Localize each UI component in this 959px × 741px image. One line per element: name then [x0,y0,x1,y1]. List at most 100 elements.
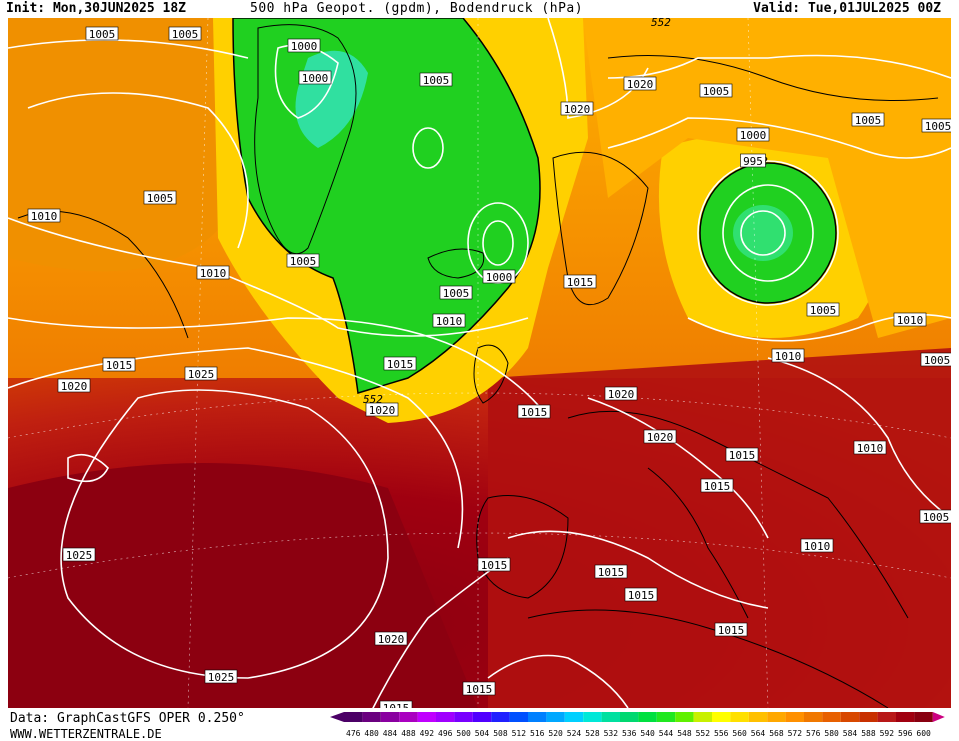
legend-level-label: 556 [714,729,729,738]
data-source: Data: GraphCastGFS OPER 0.250° [10,711,245,726]
legend-level-label: 516 [530,729,545,738]
pressure-label-text: 1010 [31,210,58,223]
legend-level-label: 588 [861,729,876,738]
pressure-label-text: 1020 [647,431,674,444]
legend-swatch [896,712,915,722]
pressure-label: 1005 [85,26,119,41]
legend-swatch [509,712,528,722]
pressure-label: 1015 [563,274,597,289]
legend-level-label: 572 [788,729,803,738]
pressure-label-text: 1015 [466,683,493,696]
valid-time: Valid: Tue,01JUL2025 00Z [753,1,941,16]
pressure-label: 1010 [853,440,887,455]
pressure-label-text: 1005 [89,28,116,41]
pressure-label: 1025 [62,547,96,562]
legend-arrow-right [932,712,945,722]
pressure-label-text: 1005 [924,354,951,367]
legend-level-label: 504 [475,729,490,738]
pressure-label: 1015 [517,404,551,419]
pressure-label: 1015 [714,622,748,637]
pressure-label-text: 1005 [443,287,470,300]
legend-level-label: 592 [880,729,895,738]
legend-swatch [767,712,786,722]
legend-swatch [840,712,860,722]
contour-552-label: 552 [651,18,671,29]
field-dark-atlantic [8,463,478,708]
pressure-label-text: 1025 [66,549,93,562]
pressure-label: 1015 [102,357,136,372]
legend-swatch [601,712,620,722]
pressure-label: 1005 [919,509,951,524]
header-bar: Init: Mon,30JUN2025 18Z 500 hPa Geopot. … [0,0,959,18]
pressure-label-text: 1005 [855,114,882,127]
pressure-label-text: 1005 [147,192,174,205]
pressure-label-text: 1000 [486,271,513,284]
legend-level-label: 544 [659,729,674,738]
weather-map: 552552552 100510051000100010051020102010… [8,18,951,708]
legend-level-label: 564 [751,729,766,738]
legend-swatch [528,712,547,722]
pressure-label-text: 1020 [369,404,396,417]
legend-swatch [638,712,657,722]
pressure-label-text: 1005 [925,120,951,133]
legend-swatch [785,712,804,722]
pressure-label-text: 1020 [627,78,654,91]
pressure-label-text: 1000 [291,40,318,53]
pressure-label-text: 1005 [423,74,450,87]
color-legend: 476 480 484 488 492 496 500 504 508 512 516 520 524 5… [330,712,945,738]
legend-swatch [472,712,492,722]
pressure-label-text: 1015 [704,480,731,493]
pressure-label-text: 1005 [923,511,950,524]
pressure-label: 1020 [623,76,657,91]
pressure-label: 1005 [920,352,951,367]
eastern-low-core [733,205,793,261]
legend-level-label: 540 [640,729,655,738]
legend-level-label: 480 [364,729,379,738]
pressure-label-text: 1015 [598,566,625,579]
pressure-label-text: 1015 [383,702,410,708]
pressure-label: 1010 [893,312,927,327]
pressure-label: 1015 [379,700,413,708]
legend-swatch [380,712,400,722]
pressure-label: 1005 [851,112,885,127]
pressure-labels: 1005 1005 1000 1000 1005 1020 1020 1005 1005 1005… [27,26,951,708]
legend-swatch [914,712,933,722]
legend-swatch [583,712,602,722]
legend-swatch [859,712,878,722]
legend-swatch [344,712,363,722]
pressure-label: 1010 [800,538,834,553]
legend-swatch [804,712,823,722]
pressure-label-text: 1005 [703,85,730,98]
pressure-label: 1010 [196,265,230,280]
legend-level-label: 596 [898,729,913,738]
pressure-label: 1015 [383,356,417,371]
pressure-label-text: 1010 [897,314,924,327]
pressure-label: 1000 [736,127,770,142]
legend-level-label: 552 [696,729,711,738]
pressure-label-text: 1000 [302,72,329,85]
legend-level-label: 576 [806,729,821,738]
legend-level-label: 520 [548,729,563,738]
pressure-label-text: 1015 [387,358,414,371]
isobars [8,18,951,708]
pressure-label-text: 1015 [729,449,756,462]
pressure-label-text: 1000 [740,129,767,142]
legend-arrow-left [330,712,344,722]
legend-swatch [730,712,749,722]
pressure-label: 1005 [806,302,840,317]
legend-level-label: 496 [438,729,453,738]
pressure-label: 1000 [482,269,516,284]
init-time: Init: Mon,30JUN2025 18Z [6,1,187,16]
pressure-label: 1005 [699,83,733,98]
map-title: 500 hPa Geopot. (gpdm), Bodendruck (hPa) [250,1,584,16]
pressure-label: 1015 [725,447,759,462]
pressure-label: 1020 [57,378,91,393]
pressure-label: 995 [740,153,766,168]
website-credit: WWW.WETTERZENTRALE.DE [10,727,162,741]
pressure-label: 1015 [462,681,496,696]
pressure-label: 1020 [560,101,594,116]
legend-level-label: 600 [916,729,931,738]
legend-level-label: 488 [401,729,416,738]
legend-level-label: 548 [677,729,692,738]
legend-swatch [417,712,436,722]
